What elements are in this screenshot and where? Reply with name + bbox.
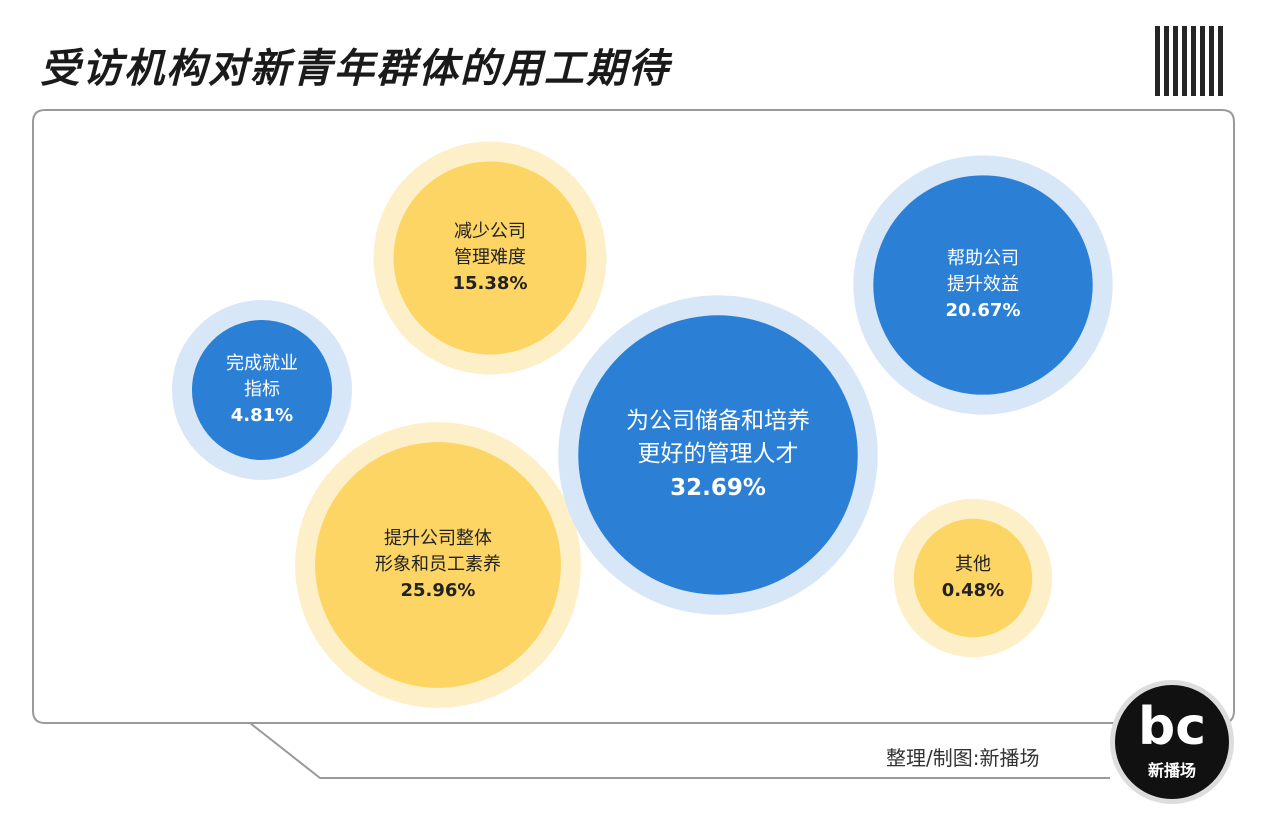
bubble-label: 完成就业 指标 4.81%	[226, 351, 298, 429]
frame-tail	[249, 722, 1110, 779]
bubble	[393, 161, 587, 355]
logo: bc 新播场	[1110, 680, 1234, 804]
qr-code	[1155, 26, 1225, 96]
value-label: 32.69%	[670, 474, 766, 501]
value-label: 25.96%	[400, 580, 476, 602]
source: 整理/制图:新播场	[886, 746, 1040, 770]
bubble-label: 帮助公司 提升效益 20.67%	[946, 246, 1021, 324]
chart-title: 受访机构对新青年群体的用工期待	[40, 46, 670, 92]
bubble-label: 其他 0.48%	[942, 552, 1004, 604]
category-label: 帮助公司 提升效益	[946, 247, 1019, 295]
bubble	[578, 315, 858, 595]
bubble	[191, 319, 333, 461]
bubble-label: 为公司储备和培养 更好的管理人才 32.69%	[626, 405, 810, 505]
category-label: 提升公司整体 形象和员工素养	[375, 527, 501, 575]
value-label: 15.38%	[452, 273, 528, 295]
value-label: 20.67%	[945, 300, 1021, 322]
logo-text: 新播场	[1147, 761, 1196, 780]
category-label: 完成就业 指标	[226, 352, 298, 400]
bubble-label: 减少公司 管理难度 15.38%	[453, 219, 528, 297]
bubble	[315, 442, 561, 688]
value-label: 4.81%	[230, 405, 294, 427]
bubble	[873, 175, 1093, 395]
category-label: 其他	[954, 553, 991, 575]
category-label: 为公司储备和培养 更好的管理人才	[626, 407, 810, 468]
category-label: 减少公司 管理难度	[453, 220, 526, 268]
value-label: 0.48%	[941, 580, 1005, 601]
bubble-label: 提升公司整体 形象和员工素养 25.96%	[375, 526, 501, 604]
bubble	[913, 518, 1033, 638]
